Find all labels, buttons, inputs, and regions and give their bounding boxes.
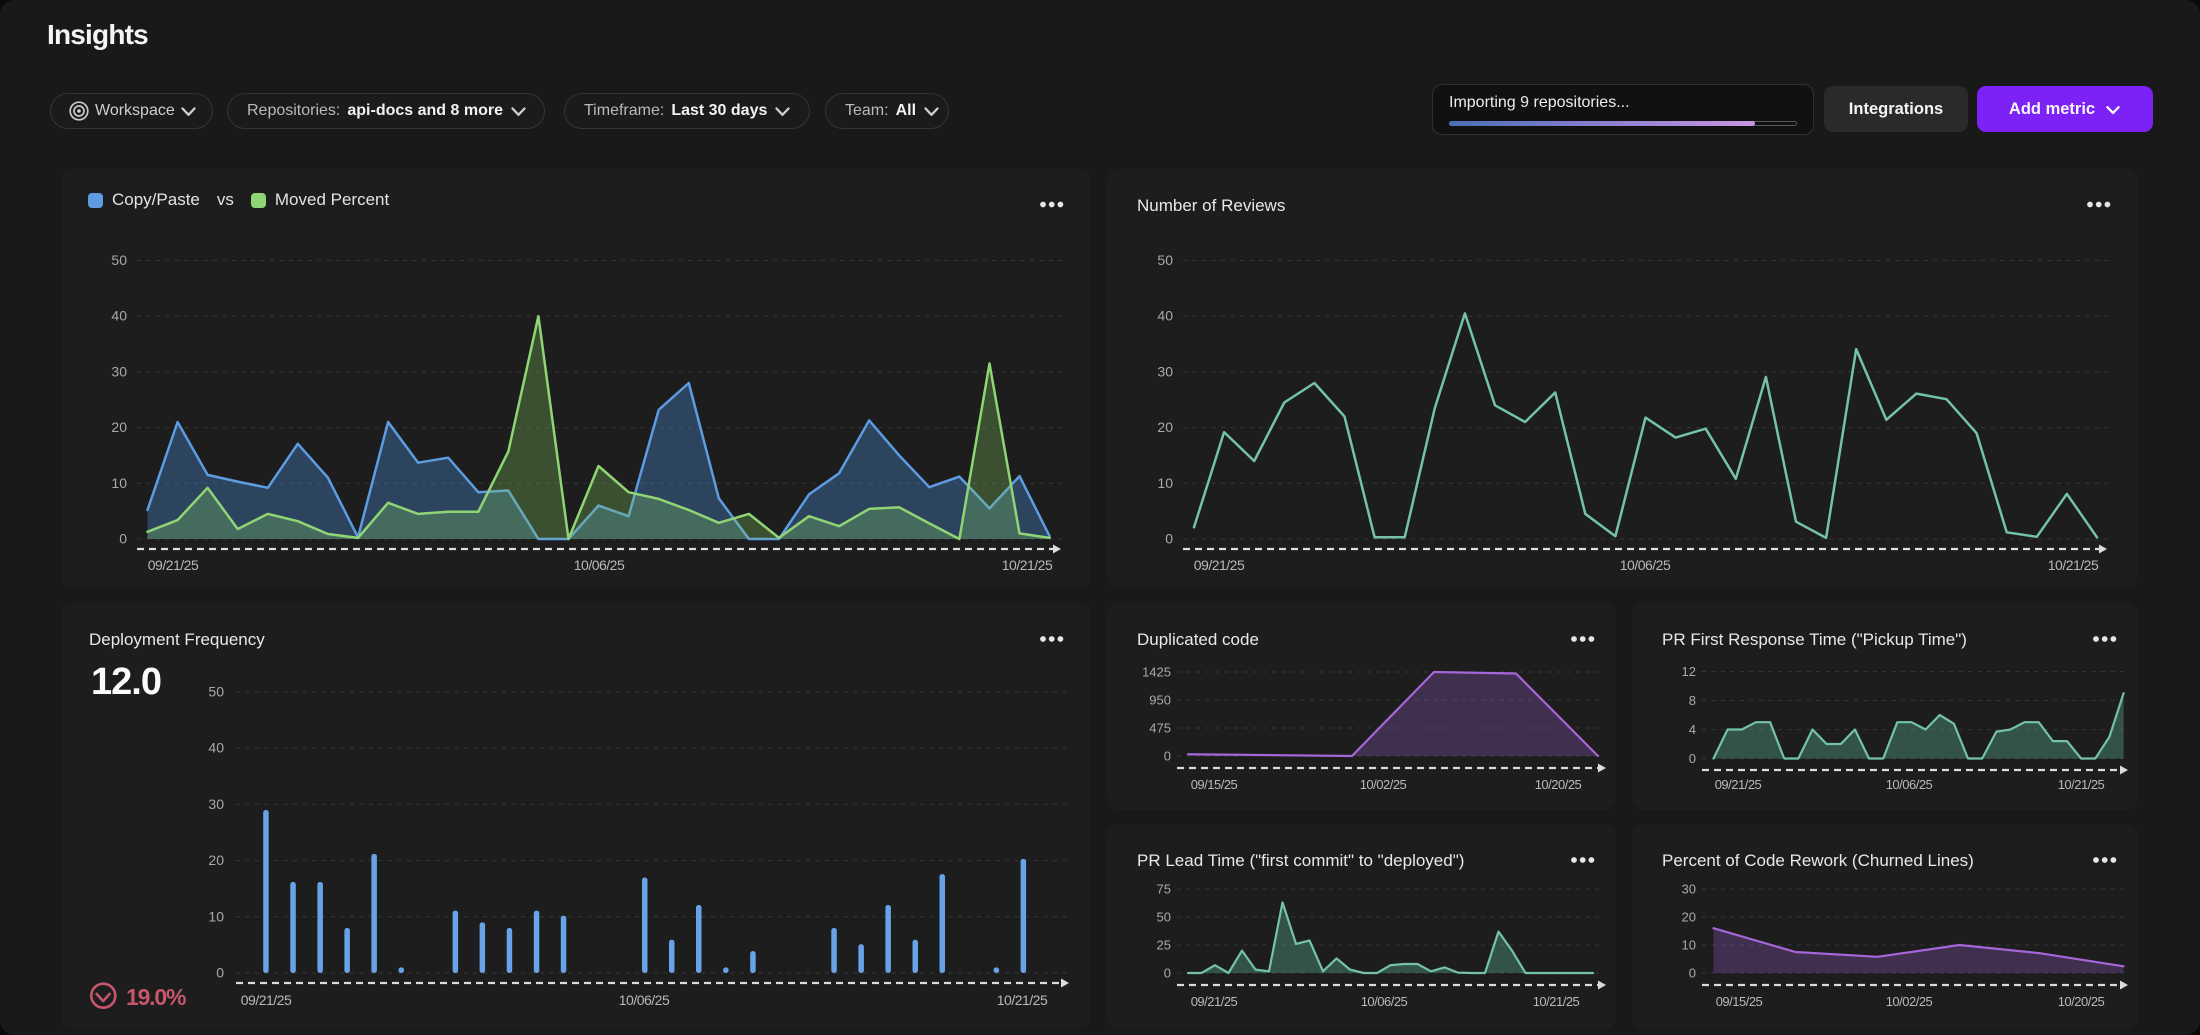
svg-text:1425: 1425 (1142, 665, 1171, 680)
svg-text:0: 0 (119, 531, 127, 547)
svg-text:25: 25 (1157, 938, 1171, 953)
svg-text:30: 30 (1157, 363, 1173, 379)
svg-text:40: 40 (208, 740, 224, 756)
svg-text:30: 30 (1682, 882, 1696, 897)
svg-text:10: 10 (111, 475, 127, 491)
svg-text:09/21/25: 09/21/25 (1191, 994, 1238, 1009)
svg-text:20: 20 (111, 419, 127, 435)
svg-text:19.0%: 19.0% (126, 984, 186, 1010)
svg-text:10/21/25: 10/21/25 (997, 992, 1048, 1008)
svg-text:10/21/25: 10/21/25 (1002, 557, 1053, 573)
svg-text:0: 0 (1164, 966, 1171, 981)
svg-text:0: 0 (1689, 751, 1696, 766)
svg-text:50: 50 (208, 684, 224, 700)
svg-text:09/21/25: 09/21/25 (1194, 557, 1245, 573)
svg-text:75: 75 (1157, 882, 1171, 897)
svg-text:10/06/25: 10/06/25 (1620, 557, 1671, 573)
svg-text:50: 50 (1157, 910, 1171, 925)
svg-text:09/15/25: 09/15/25 (1716, 994, 1763, 1009)
svg-text:09/21/25: 09/21/25 (148, 557, 199, 573)
svg-text:4: 4 (1689, 722, 1696, 737)
svg-text:40: 40 (111, 308, 127, 324)
svg-text:0: 0 (1165, 531, 1173, 547)
svg-text:10: 10 (208, 908, 224, 924)
svg-text:0: 0 (216, 965, 224, 981)
svg-text:475: 475 (1149, 721, 1171, 736)
svg-text:20: 20 (208, 852, 224, 868)
svg-text:40: 40 (1157, 308, 1173, 324)
svg-text:50: 50 (1157, 252, 1173, 268)
svg-text:10/02/25: 10/02/25 (1360, 777, 1407, 792)
svg-text:09/21/25: 09/21/25 (241, 992, 292, 1008)
svg-text:10/06/25: 10/06/25 (1886, 777, 1933, 792)
svg-text:10/20/25: 10/20/25 (2058, 994, 2105, 1009)
svg-text:20: 20 (1682, 910, 1696, 925)
svg-text:10: 10 (1157, 475, 1173, 491)
svg-text:50: 50 (111, 252, 127, 268)
svg-text:0: 0 (1164, 749, 1171, 764)
svg-text:10/21/25: 10/21/25 (2048, 557, 2099, 573)
svg-text:30: 30 (208, 796, 224, 812)
svg-text:20: 20 (1157, 419, 1173, 435)
svg-text:0: 0 (1689, 966, 1696, 981)
svg-text:10/06/25: 10/06/25 (619, 992, 670, 1008)
svg-text:12: 12 (1682, 664, 1696, 679)
svg-text:09/15/25: 09/15/25 (1191, 777, 1238, 792)
svg-text:8: 8 (1689, 693, 1696, 708)
svg-text:10/02/25: 10/02/25 (1886, 994, 1933, 1009)
svg-text:10/21/25: 10/21/25 (1533, 994, 1580, 1009)
svg-text:30: 30 (111, 363, 127, 379)
svg-text:10: 10 (1682, 938, 1696, 953)
svg-text:10/21/25: 10/21/25 (2058, 777, 2105, 792)
svg-text:10/06/25: 10/06/25 (1361, 994, 1408, 1009)
svg-text:10/06/25: 10/06/25 (574, 557, 625, 573)
svg-text:09/21/25: 09/21/25 (1715, 777, 1762, 792)
svg-text:10/20/25: 10/20/25 (1535, 777, 1582, 792)
svg-text:950: 950 (1149, 693, 1171, 708)
